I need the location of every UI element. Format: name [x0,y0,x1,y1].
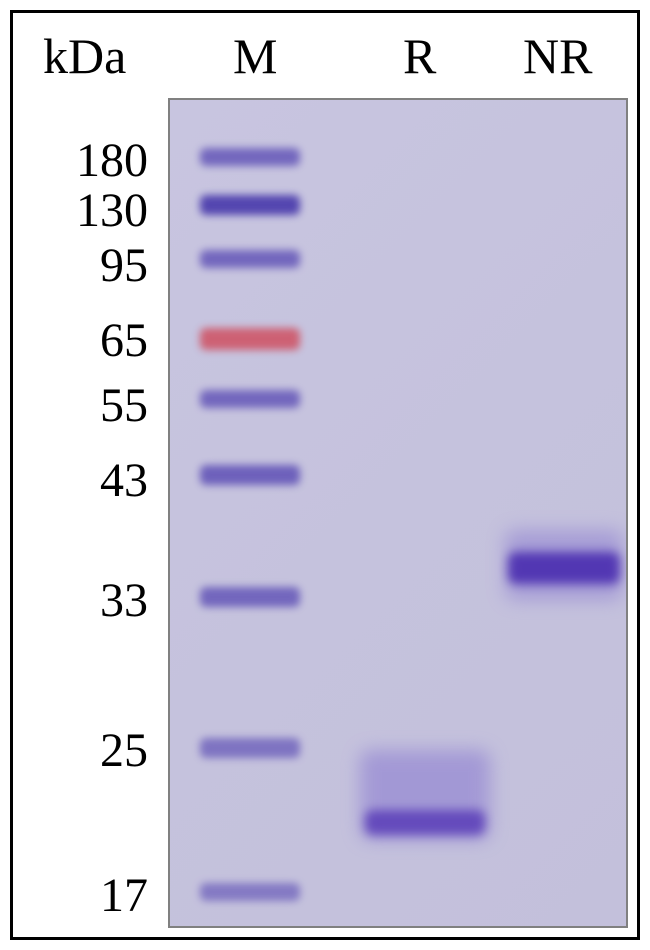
sample-band [508,552,620,584]
kda-label: 55 [100,378,148,433]
sample-band [365,810,485,835]
kda-label: 33 [100,573,148,628]
marker-band [200,148,300,166]
kda-label: 17 [100,868,148,923]
marker-band [200,883,300,901]
marker-band [200,390,300,408]
gel-image [168,98,628,928]
kda-label: 130 [76,183,148,238]
marker-band [200,195,300,215]
gel-frame: kDa M R NR 180 130 95 65 55 43 33 25 17 [10,10,640,940]
nonreduced-lane-label: NR [523,27,592,85]
kda-label: 180 [76,133,148,188]
marker-band [200,250,300,268]
marker-band [200,587,300,607]
unit-label: kDa [43,27,126,85]
kda-label: 25 [100,723,148,778]
marker-band [200,738,300,758]
kda-label: 95 [100,238,148,293]
molecular-weight-labels: 180 130 95 65 55 43 33 25 17 [13,98,163,928]
lane-headers: kDa M R NR [13,18,637,93]
reduced-lane-label: R [403,27,436,85]
kda-label: 65 [100,313,148,368]
marker-lane-label: M [233,27,277,85]
marker-band [200,465,300,485]
kda-label: 43 [100,453,148,508]
marker-band [200,328,300,350]
